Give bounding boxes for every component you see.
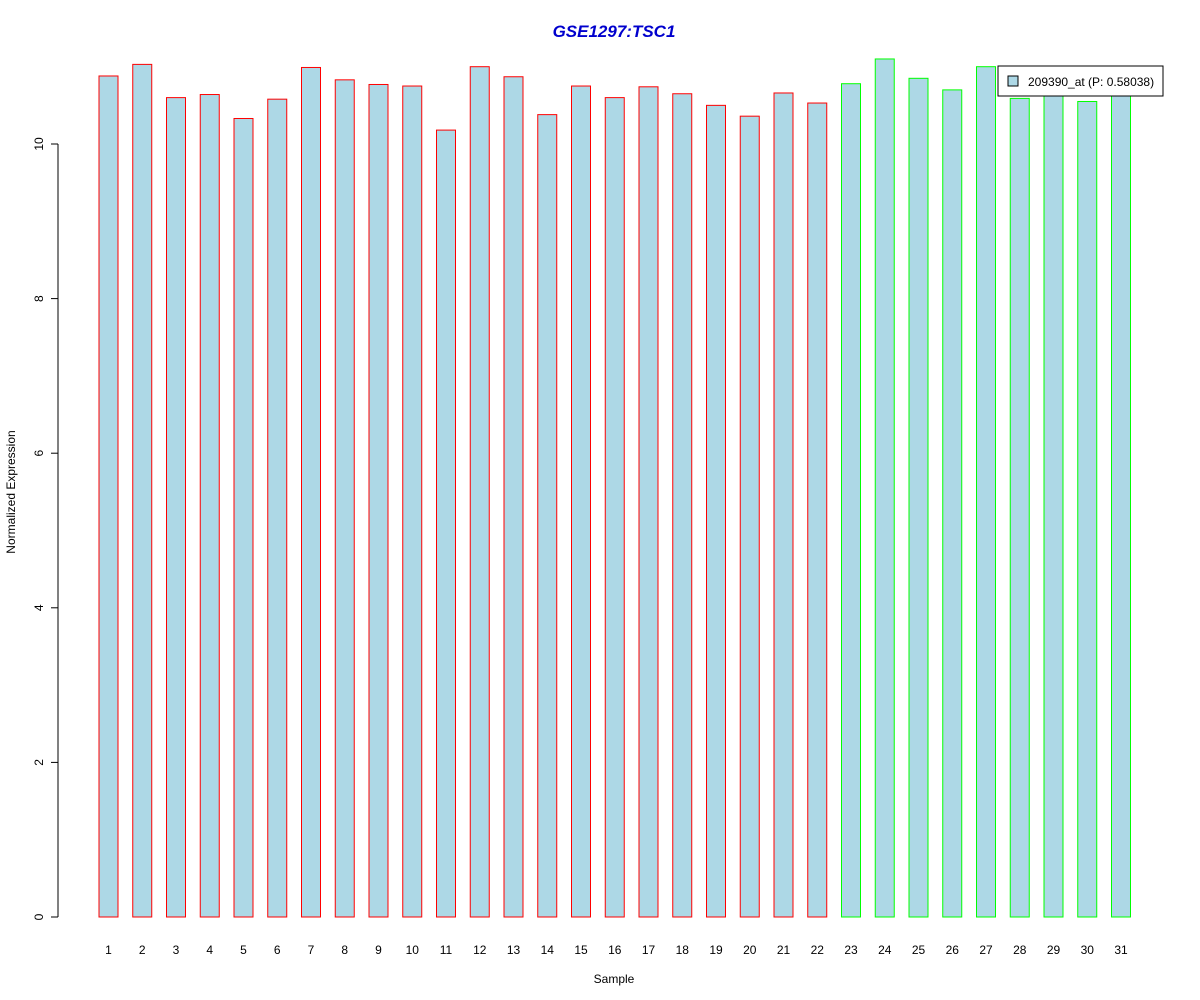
x-tick-label: 11 [440, 943, 453, 957]
bar-sample-8 [334, 79, 355, 918]
bar-sample-3 [166, 97, 186, 918]
bar-sample-19 [706, 104, 726, 918]
bar-sample-27 [976, 66, 996, 918]
bar-sample-30 [1077, 100, 1098, 918]
x-tick-label: 6 [274, 943, 281, 957]
bar-sample-31 [1111, 91, 1131, 918]
x-tick-label: 23 [844, 943, 858, 957]
x-tick-label: 26 [946, 943, 960, 957]
x-tick-label: 10 [406, 943, 420, 957]
bar-sample-13 [503, 76, 524, 918]
legend-label: 209390_at (P: 0.58038) [1028, 75, 1154, 89]
x-tick-label: 19 [709, 943, 723, 957]
bar-sample-5 [233, 117, 254, 918]
bar-sample-11 [436, 129, 456, 918]
x-tick-labels: 1 2 3 4 5 6 7 8 9 10 11 12 13 14 15 16 17 18 19 20 21 22 23 24 2… [105, 943, 1128, 957]
x-tick-label: 12 [473, 943, 487, 957]
x-tick-label: 4 [206, 943, 213, 957]
bar-sample-1 [98, 75, 119, 918]
bar-sample-9 [368, 83, 389, 918]
bar-sample-7 [301, 66, 321, 918]
x-tick-label: 21 [777, 943, 791, 957]
x-tick-label: 29 [1047, 943, 1061, 957]
bar-sample-24 [874, 58, 895, 918]
x-tick-label: 13 [507, 943, 521, 957]
legend-swatch [1007, 75, 1019, 87]
y-tick-label: 0 [32, 913, 46, 920]
legend-box [997, 65, 1164, 97]
x-tick-label: 27 [979, 943, 993, 957]
y-axis: 0 2 4 6 8 10 [32, 137, 59, 920]
bar-sample-18 [672, 93, 693, 918]
bar-sample-4 [199, 94, 220, 918]
bar-sample-20 [739, 115, 760, 918]
x-tick-label: 9 [375, 943, 382, 957]
x-tick-label: 31 [1114, 943, 1128, 957]
bars-layer [98, 58, 1131, 918]
chart-title: GSE1297:TSC1 [553, 22, 676, 41]
x-tick-label: 1 [105, 943, 112, 957]
x-tick-label: 22 [811, 943, 825, 957]
bar-sample-17 [638, 86, 659, 918]
x-tick-label: 3 [173, 943, 180, 957]
bar-sample-6 [267, 98, 288, 918]
x-tick-label: 17 [642, 943, 656, 957]
x-tick-label: 18 [676, 943, 690, 957]
x-tick-label: 14 [541, 943, 555, 957]
y-tick-label: 8 [32, 295, 46, 302]
bar-sample-23 [841, 83, 861, 918]
x-tick-label: 7 [308, 943, 315, 957]
bar-sample-16 [604, 97, 625, 918]
bar-sample-21 [773, 92, 794, 918]
legend: 209390_at (P: 0.58038) [997, 65, 1164, 97]
x-tick-label: 16 [608, 943, 622, 957]
x-tick-label: 30 [1081, 943, 1095, 957]
y-tick-label: 2 [32, 759, 46, 766]
bar-sample-22 [807, 102, 828, 918]
x-tick-label: 5 [240, 943, 247, 957]
y-tick-label: 10 [32, 137, 46, 151]
bar-sample-26 [942, 89, 963, 918]
y-tick-label: 6 [32, 450, 46, 457]
x-tick-label: 28 [1013, 943, 1027, 957]
bar-sample-14 [537, 114, 558, 918]
bar-sample-15 [571, 85, 591, 918]
x-tick-label: 2 [139, 943, 146, 957]
bar-sample-10 [402, 85, 423, 918]
x-tick-label: 20 [743, 943, 757, 957]
x-tick-label: 8 [341, 943, 348, 957]
bar-sample-12 [469, 66, 490, 918]
y-axis-label: Normalized Expression [4, 430, 18, 553]
x-tick-label: 15 [574, 943, 588, 957]
bar-sample-2 [132, 63, 153, 918]
x-tick-label: 25 [912, 943, 926, 957]
x-axis-label: Sample [594, 972, 635, 986]
bar-sample-25 [908, 77, 929, 918]
bar-sample-29 [1043, 91, 1064, 918]
y-tick-label: 4 [32, 604, 46, 611]
bar-sample-28 [1009, 97, 1030, 918]
x-tick-label: 24 [878, 943, 892, 957]
